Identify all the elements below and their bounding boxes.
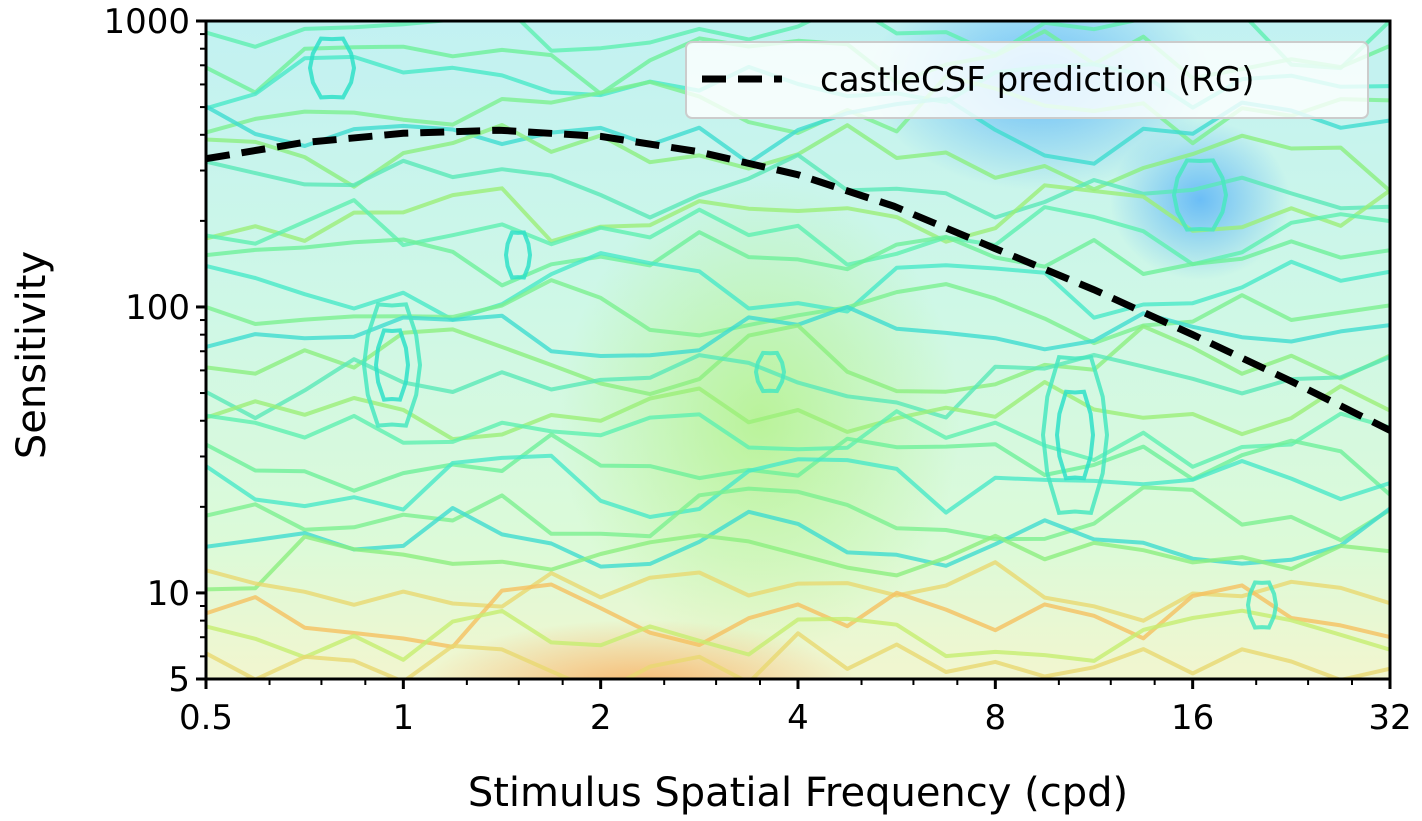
x-tick-label: 32 — [1368, 698, 1411, 738]
prediction-line — [206, 126, 1390, 434]
contour-line — [206, 380, 1390, 442]
legend: castleCSF prediction (RG) — [685, 41, 1369, 119]
contour-line — [206, 409, 1390, 469]
contour-line — [206, 582, 1390, 649]
contour-peak-blue-2 — [1110, 120, 1290, 280]
contour-line — [206, 153, 1390, 220]
y-tick-label: 1000 — [103, 2, 190, 42]
x-tick-label: 4 — [787, 698, 809, 738]
y-tick-label: 5 — [168, 660, 190, 700]
contour-loop — [753, 350, 787, 394]
contour-loop — [307, 36, 357, 100]
contour-line — [206, 230, 1390, 288]
contour-line — [206, 608, 1390, 663]
x-tick-label: 0.5 — [179, 698, 233, 738]
contour-line — [206, 251, 1390, 322]
y-axis: 5 10 100 1000 — [103, 2, 206, 700]
contour-line — [206, 21, 1390, 71]
x-tick-label: 8 — [985, 698, 1007, 738]
y-tick-label: 100 — [125, 288, 190, 328]
contour-line — [206, 485, 1390, 543]
contour-peak-orange — [422, 620, 858, 679]
legend-box — [685, 41, 1369, 119]
legend-label: castleCSF prediction (RG) — [820, 60, 1255, 100]
y-axis-title: Sensitivity — [9, 251, 55, 459]
x-tick-label: 1 — [393, 698, 415, 738]
contour-line — [206, 74, 1390, 146]
contour-line — [206, 352, 1390, 421]
contour-loop — [373, 328, 411, 402]
x-tick-label: 2 — [590, 698, 612, 738]
x-tick-label: 16 — [1171, 698, 1214, 738]
contour-line — [206, 533, 1390, 592]
contour-line — [206, 96, 1390, 166]
contour-loop — [503, 230, 533, 280]
contour-line — [206, 506, 1390, 569]
contour-loop — [1054, 389, 1096, 481]
contour-loop — [1171, 158, 1229, 232]
y-tick-label: 10 — [147, 574, 190, 614]
x-axis-title: Stimulus Spatial Frequency (cpd) — [468, 770, 1128, 816]
contour-loop — [1245, 580, 1279, 630]
contour-line — [206, 323, 1390, 397]
contour-loop — [361, 302, 423, 428]
contour-loop — [1040, 354, 1110, 516]
contour-line — [206, 560, 1390, 623]
x-axis: 0.5 1 2 4 8 16 32 — [179, 679, 1412, 738]
contour-line — [206, 453, 1390, 519]
contour-line — [206, 631, 1390, 679]
